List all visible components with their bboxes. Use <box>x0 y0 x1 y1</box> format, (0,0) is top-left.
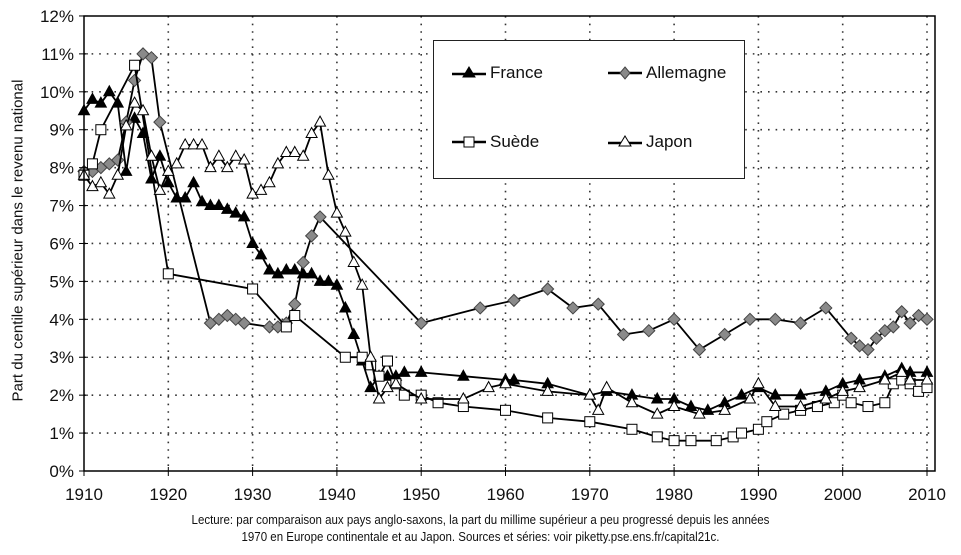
svg-text:3%: 3% <box>49 348 74 367</box>
svg-text:2000: 2000 <box>824 485 862 504</box>
svg-text:1940: 1940 <box>318 485 356 504</box>
svg-text:1930: 1930 <box>234 485 272 504</box>
svg-text:12%: 12% <box>40 7 74 26</box>
legend-label: France <box>490 63 543 82</box>
svg-text:1960: 1960 <box>487 485 525 504</box>
legend-label: Japon <box>646 132 693 151</box>
caption-line-2: 1970 en Europe continentale et au Japon.… <box>241 530 720 544</box>
series-japon <box>77 96 934 419</box>
svg-text:0%: 0% <box>49 462 74 481</box>
legend-item-suede: Suède <box>452 132 539 152</box>
svg-text:1%: 1% <box>49 424 74 443</box>
x-axis-ticks: 1910 1920 1930 1940 1950 1960 1970 1980 1990 2000… <box>65 467 946 504</box>
svg-text:1990: 1990 <box>739 485 777 504</box>
legend-label: Suède <box>490 132 540 151</box>
svg-text:1970: 1970 <box>571 485 609 504</box>
svg-text:1910: 1910 <box>65 485 103 504</box>
open-square-marker-icon <box>452 136 486 148</box>
legend-item-japon: Japon <box>608 132 692 152</box>
data-series <box>77 47 934 447</box>
svg-text:9%: 9% <box>49 121 74 140</box>
svg-text:2010: 2010 <box>908 485 946 504</box>
open-triangle-marker-icon <box>608 135 642 147</box>
y-axis-ticks: 0% 1% 2% 3% 4% 5% 6% 7% 8% 9% 10% 11% 12% <box>40 7 88 481</box>
series-allemagne <box>77 47 934 357</box>
svg-text:6%: 6% <box>49 234 74 253</box>
legend-item-france: France <box>452 63 543 83</box>
y-axis-label: Part du centile supérieur dans le revenu… <box>9 79 27 402</box>
svg-text:1950: 1950 <box>402 485 440 504</box>
svg-text:4%: 4% <box>49 310 74 329</box>
svg-text:10%: 10% <box>40 83 74 102</box>
svg-text:1920: 1920 <box>149 485 187 504</box>
legend: France Allemagne Suède Japon <box>433 40 745 179</box>
caption-line-1: Lecture: par comparaison aux pays anglo-… <box>191 513 770 527</box>
legend-label: Allemagne <box>646 63 727 82</box>
svg-text:2%: 2% <box>49 386 74 405</box>
svg-text:5%: 5% <box>49 272 74 291</box>
legend-item-allemagne: Allemagne <box>608 63 726 83</box>
svg-text:1980: 1980 <box>655 485 693 504</box>
filled-triangle-marker-icon <box>452 66 486 78</box>
svg-text:8%: 8% <box>49 159 74 178</box>
svg-text:11%: 11% <box>41 45 74 64</box>
svg-text:7%: 7% <box>49 197 74 216</box>
gray-diamond-marker-icon <box>608 66 642 80</box>
